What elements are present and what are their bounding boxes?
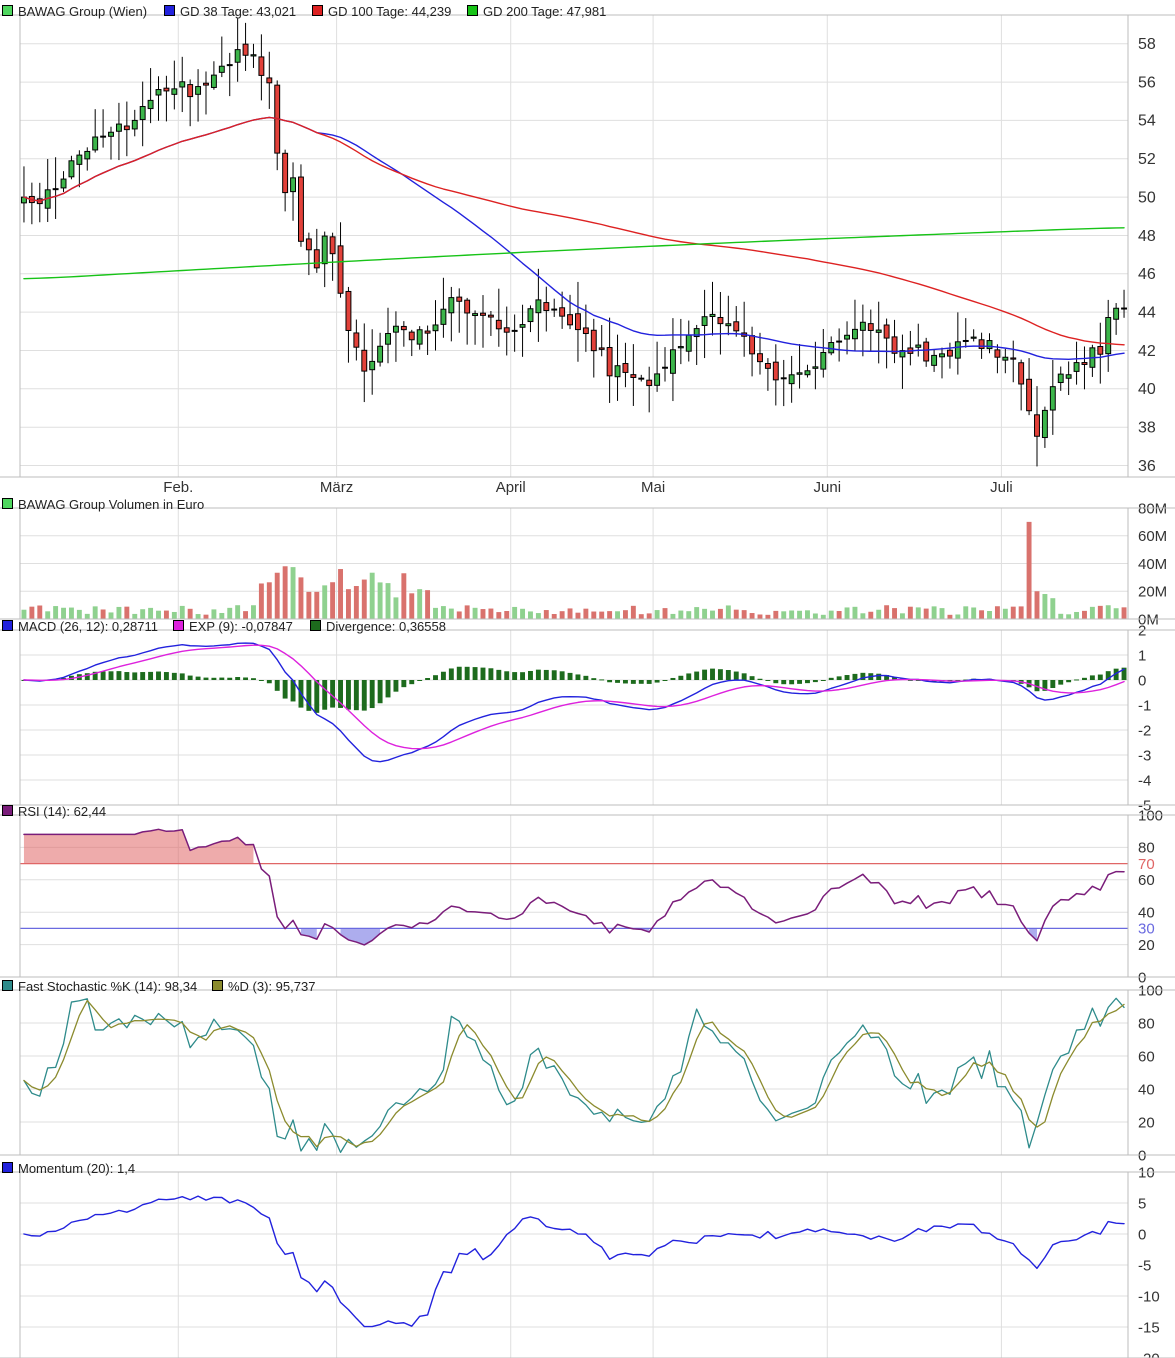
svg-text:20M: 20M xyxy=(1138,584,1167,601)
svg-text:-4: -4 xyxy=(1138,772,1151,789)
svg-text:-5: -5 xyxy=(1138,1257,1151,1274)
svg-text:38: 38 xyxy=(1138,420,1156,437)
svg-text:20: 20 xyxy=(1138,1114,1155,1131)
svg-text:48: 48 xyxy=(1138,228,1156,245)
svg-text:10: 10 xyxy=(1138,1164,1155,1181)
svg-text:2: 2 xyxy=(1138,622,1146,639)
svg-text:44: 44 xyxy=(1138,304,1156,321)
svg-text:0: 0 xyxy=(1138,1147,1146,1164)
svg-text:5: 5 xyxy=(1138,1195,1146,1212)
svg-text:1: 1 xyxy=(1138,647,1146,664)
svg-text:-1: -1 xyxy=(1138,697,1151,714)
svg-text:40M: 40M xyxy=(1138,556,1167,573)
svg-text:80: 80 xyxy=(1138,1015,1155,1032)
svg-text:0: 0 xyxy=(1138,672,1146,689)
svg-text:60: 60 xyxy=(1138,872,1155,889)
svg-text:52: 52 xyxy=(1138,151,1156,168)
svg-text:50: 50 xyxy=(1138,189,1156,206)
svg-text:-3: -3 xyxy=(1138,747,1151,764)
svg-text:April: April xyxy=(496,479,526,496)
svg-text:80: 80 xyxy=(1138,840,1155,857)
svg-text:36: 36 xyxy=(1138,458,1156,475)
svg-text:54: 54 xyxy=(1138,113,1156,130)
svg-text:56: 56 xyxy=(1138,74,1156,91)
svg-text:40: 40 xyxy=(1138,1081,1155,1098)
svg-text:-15: -15 xyxy=(1138,1319,1160,1336)
svg-text:20: 20 xyxy=(1138,937,1155,954)
svg-text:-20: -20 xyxy=(1138,1350,1160,1358)
svg-text:70: 70 xyxy=(1138,856,1155,873)
svg-text:46: 46 xyxy=(1138,266,1156,283)
svg-text:30: 30 xyxy=(1138,921,1155,938)
svg-text:Feb.: Feb. xyxy=(163,479,193,496)
svg-text:100: 100 xyxy=(1138,982,1163,999)
svg-text:60M: 60M xyxy=(1138,528,1167,545)
svg-text:58: 58 xyxy=(1138,36,1156,53)
svg-text:42: 42 xyxy=(1138,343,1156,360)
svg-text:80M: 80M xyxy=(1138,500,1167,517)
svg-text:-10: -10 xyxy=(1138,1288,1160,1305)
svg-text:60: 60 xyxy=(1138,1048,1155,1065)
svg-text:März: März xyxy=(320,479,353,496)
svg-text:0: 0 xyxy=(1138,1226,1146,1243)
svg-text:100: 100 xyxy=(1138,807,1163,824)
svg-text:Juli: Juli xyxy=(990,479,1013,496)
svg-text:40: 40 xyxy=(1138,905,1155,922)
svg-text:Juni: Juni xyxy=(814,479,842,496)
svg-text:-2: -2 xyxy=(1138,722,1151,739)
svg-text:Mai: Mai xyxy=(641,479,665,496)
svg-text:40: 40 xyxy=(1138,381,1156,398)
